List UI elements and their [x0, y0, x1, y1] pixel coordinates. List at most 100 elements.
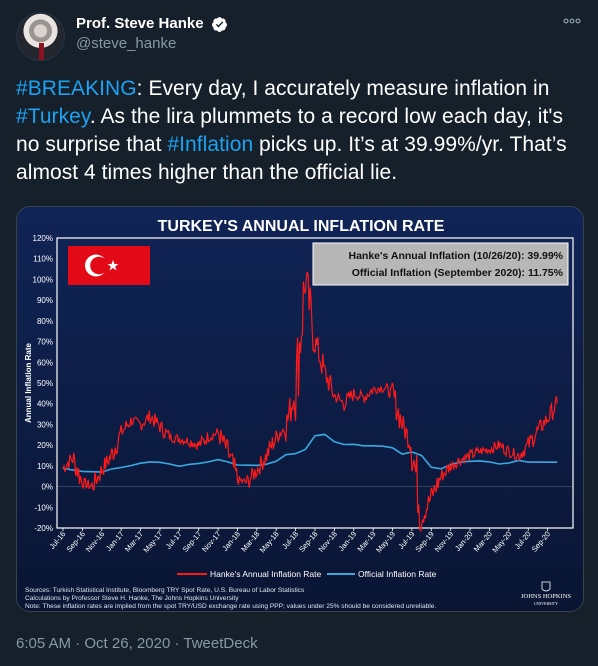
tweet-source[interactable]: TweetDeck	[183, 635, 258, 652]
official-data-point	[537, 461, 539, 463]
official-data-point	[411, 451, 413, 453]
inflation-chart: TURKEY'S ANNUAL INFLATION RATE 120%110%1…	[17, 207, 583, 611]
hanke-data-point	[382, 386, 384, 388]
tweet-text: #BREAKING: Every day, I accurately measu…	[16, 75, 586, 187]
hanke-data-point	[120, 432, 122, 434]
hanke-data-point	[508, 450, 510, 452]
official-data-point	[81, 470, 83, 472]
official-data-point	[459, 461, 461, 463]
tweet-media-chart[interactable]: TURKEY'S ANNUAL INFLATION RATE 120% 110% 1…	[16, 206, 584, 612]
hanke-data-point	[343, 403, 345, 405]
hanke-data-point	[159, 426, 161, 428]
official-data-point	[72, 469, 74, 471]
hanke-data-point	[295, 388, 297, 390]
avatar[interactable]	[16, 12, 65, 61]
official-data-point	[363, 445, 365, 447]
y-tick-label: -20%	[34, 524, 53, 533]
official-data-point	[353, 443, 355, 445]
official-data-point	[430, 466, 432, 468]
official-data-point	[275, 460, 277, 462]
chart-legend: Hanke's Annual Inflation Rate Official I…	[177, 569, 437, 579]
hanke-data-point	[207, 436, 209, 438]
meta-separator: ·	[75, 635, 81, 652]
avatar-tie	[39, 43, 44, 60]
hanke-data-point	[411, 444, 413, 446]
official-data-point	[392, 447, 394, 449]
official-data-point	[188, 463, 190, 465]
hanke-data-point	[372, 388, 374, 390]
hashtag-breaking[interactable]: #BREAKING	[16, 77, 137, 100]
official-data-point	[159, 461, 161, 463]
hashtag-turkey[interactable]: #Turkey	[16, 105, 90, 128]
official-data-point	[304, 449, 306, 451]
source-line-3: Note: These inflation rates are implied …	[25, 603, 436, 610]
tweet-text-segment: : Every day, I accurately measure inflat…	[136, 77, 550, 100]
hanke-data-point	[130, 419, 132, 421]
verified-badge-icon	[212, 16, 227, 32]
official-data-point	[498, 463, 500, 465]
y-tick-label: 10%	[37, 462, 53, 471]
display-name[interactable]: Prof. Steve Hanke	[76, 15, 204, 32]
source-line-2: Calculations by Professor Steve H. Hanke…	[25, 595, 239, 602]
hanke-data-point	[81, 481, 83, 483]
y-axis-label: Annual Inflation Rate	[24, 342, 33, 423]
y-tick-label: 30%	[37, 420, 53, 429]
hanke-data-point	[363, 397, 365, 399]
y-tick-label: 0%	[41, 483, 53, 492]
chart-title: TURKEY'S ANNUAL INFLATION RATE	[158, 218, 445, 235]
user-handle[interactable]: @steve_hanke	[76, 35, 177, 52]
hanke-data-point	[489, 448, 491, 450]
johns-hopkins-logo: JOHNS HOPKINS UNIVERSITY	[521, 581, 571, 606]
official-data-point	[295, 453, 297, 455]
y-tick-label: -10%	[34, 503, 53, 512]
hanke-data-point	[227, 450, 229, 452]
y-tick-label: 70%	[37, 338, 53, 347]
official-data-point	[285, 454, 287, 456]
hanke-data-point	[479, 450, 481, 452]
hanke-data-point	[537, 430, 539, 432]
more-options-icon[interactable]	[562, 14, 582, 28]
official-data-point	[421, 455, 423, 457]
hanke-data-point	[518, 455, 520, 457]
hashtag-inflation[interactable]: #Inflation	[167, 133, 254, 156]
official-data-point	[489, 461, 491, 463]
hanke-data-point	[401, 423, 403, 425]
y-tick-label: 90%	[37, 296, 53, 305]
series-line-hanke	[62, 271, 558, 532]
tweet-time[interactable]: 6:05 AM	[16, 635, 72, 652]
official-data-point	[178, 465, 180, 467]
official-data-point	[237, 464, 239, 466]
official-data-point	[62, 467, 64, 469]
hanke-data-point	[178, 438, 180, 440]
tweet-meta: 6:05 AM · Oct 26, 2020 · TweetDeck	[16, 634, 258, 654]
hanke-data-point	[469, 455, 471, 457]
official-data-point	[198, 462, 200, 464]
hanke-data-point	[421, 517, 423, 519]
annotation-box: Hanke's Annual Inflation (10/26/20): 39.…	[312, 242, 569, 286]
official-data-point	[508, 462, 510, 464]
y-tick-label: 20%	[37, 441, 53, 450]
tweet-text-segment: picks up. It’s at 39.99%/yr. That’s almo…	[16, 133, 567, 184]
official-data-point	[479, 460, 481, 462]
hanke-data-point	[556, 403, 558, 405]
official-data-point	[217, 459, 219, 461]
y-axis-ticks: 120% 110% 100% 90% 80% 70% 60% 50% 40% 30% 20% 10% 0…	[33, 234, 53, 533]
official-data-point	[314, 435, 316, 437]
hanke-data-point	[392, 392, 394, 394]
hanke-data-point	[304, 278, 306, 280]
official-data-point	[101, 471, 103, 473]
author-names[interactable]: Prof. Steve Hanke @steve_hanke	[76, 14, 228, 54]
official-data-point	[256, 464, 258, 466]
tweet-date[interactable]: Oct 26, 2020	[84, 635, 171, 652]
y-tick-label: 100%	[33, 275, 53, 284]
official-data-point	[140, 462, 142, 464]
hanke-data-point	[188, 440, 190, 442]
hanke-data-point	[430, 496, 432, 498]
hanke-data-point	[527, 444, 529, 446]
hanke-data-point	[237, 479, 239, 481]
y-tick-label: 60%	[37, 358, 53, 367]
official-data-point	[469, 460, 471, 462]
y-tick-label: 80%	[37, 317, 53, 326]
hanke-data-point	[324, 372, 326, 374]
